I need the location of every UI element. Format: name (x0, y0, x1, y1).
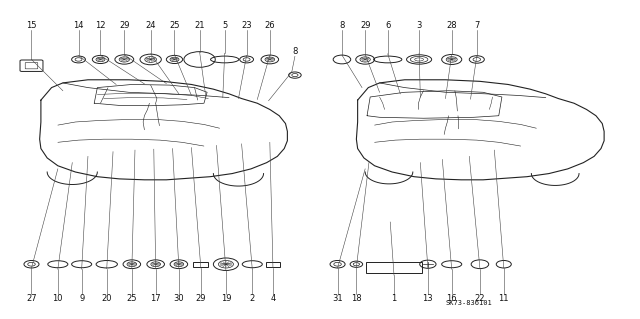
Text: 11: 11 (499, 294, 509, 303)
Text: 2: 2 (250, 294, 255, 303)
Text: 13: 13 (422, 294, 433, 303)
Text: 29: 29 (196, 294, 206, 303)
Text: 21: 21 (195, 20, 205, 30)
Text: 27: 27 (26, 294, 37, 303)
Text: 7: 7 (474, 20, 479, 30)
Text: 24: 24 (145, 20, 156, 30)
Text: 1: 1 (392, 294, 397, 303)
Text: 29: 29 (119, 20, 129, 30)
Bar (266, 262, 280, 267)
Text: 12: 12 (95, 20, 106, 30)
Text: 22: 22 (475, 294, 485, 303)
Bar (193, 262, 209, 267)
Text: 5: 5 (222, 20, 227, 30)
Text: 9: 9 (79, 294, 84, 303)
Text: 20: 20 (102, 294, 112, 303)
Text: 25: 25 (127, 294, 137, 303)
Text: 23: 23 (241, 20, 252, 30)
Text: 26: 26 (264, 20, 275, 30)
Text: 15: 15 (26, 20, 36, 30)
Text: 30: 30 (173, 294, 184, 303)
Text: 25: 25 (169, 20, 180, 30)
Bar (366, 262, 422, 273)
Text: 28: 28 (446, 20, 457, 30)
Text: 16: 16 (446, 294, 457, 303)
Text: 4: 4 (270, 294, 276, 303)
Text: SK73-836101: SK73-836101 (445, 300, 492, 306)
Text: 29: 29 (360, 20, 371, 30)
Text: 3: 3 (417, 20, 422, 30)
Text: 6: 6 (385, 20, 390, 30)
Text: 8: 8 (339, 20, 344, 30)
Text: 18: 18 (351, 294, 362, 303)
Text: 19: 19 (221, 294, 231, 303)
Text: 14: 14 (73, 20, 84, 30)
Text: 8: 8 (292, 47, 298, 56)
Text: 17: 17 (150, 294, 161, 303)
Text: 10: 10 (52, 294, 63, 303)
Text: 31: 31 (332, 294, 343, 303)
